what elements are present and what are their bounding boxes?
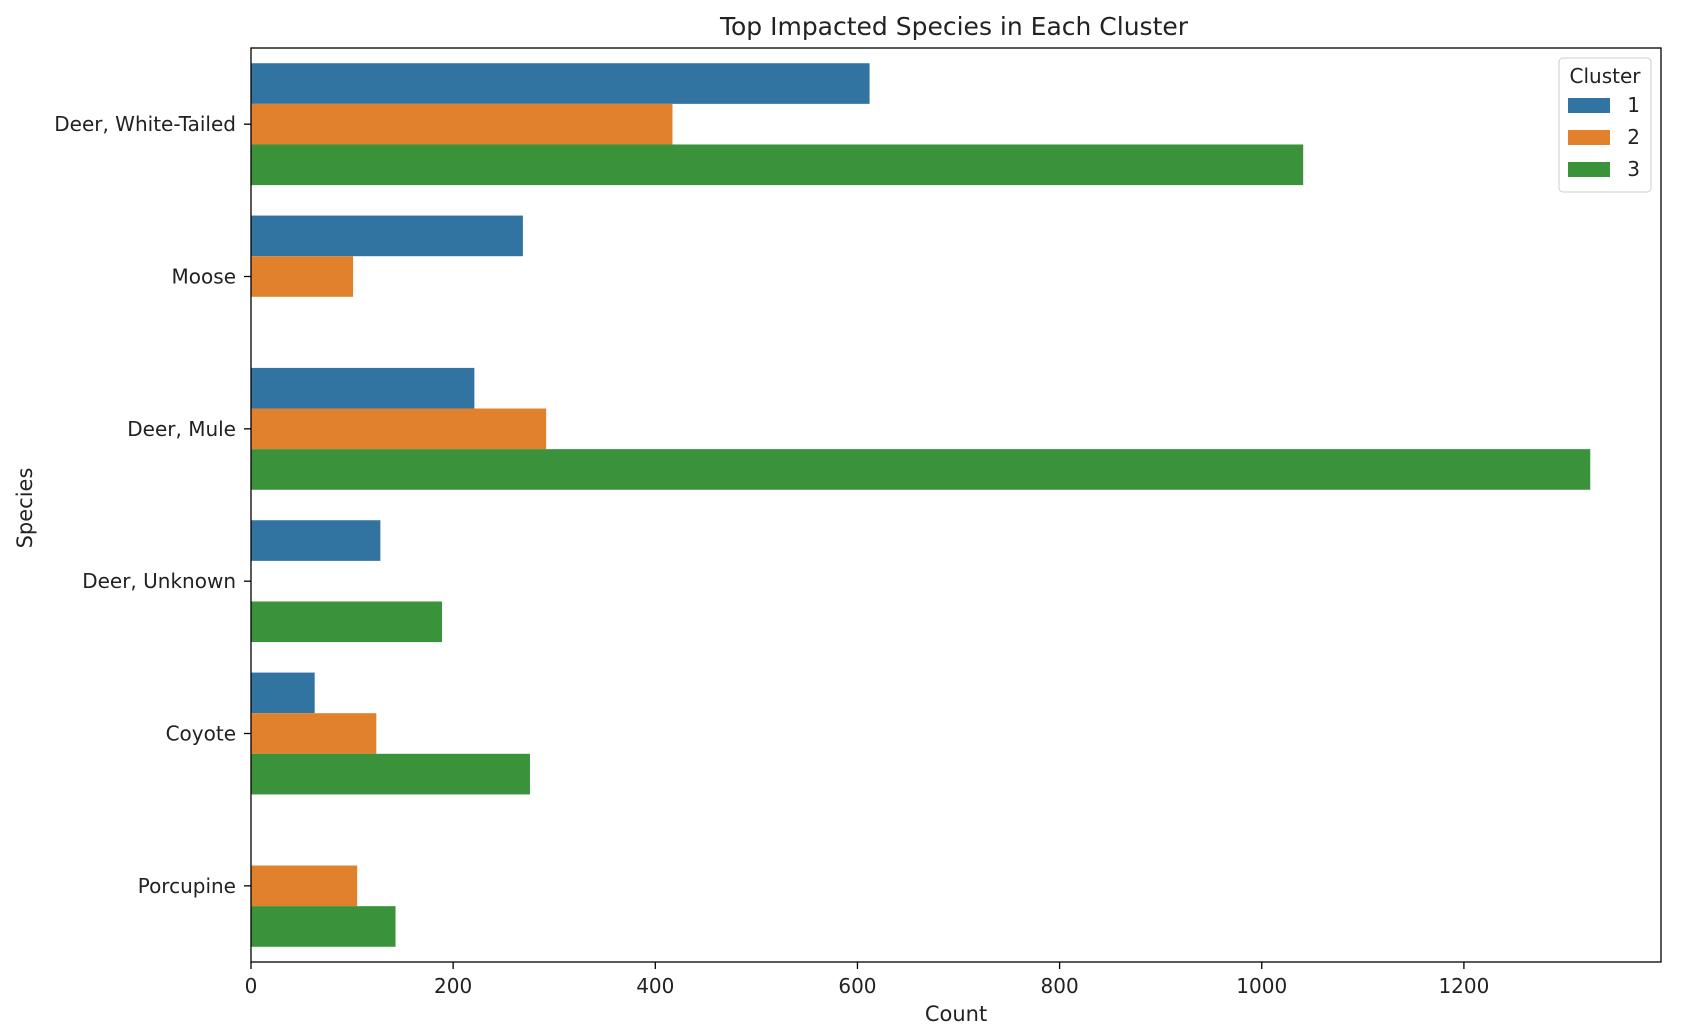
x-tick-label: 0 (245, 974, 258, 998)
bar-cluster-1-deer-white-tailed (251, 63, 870, 104)
bar-cluster-3-coyote (251, 753, 530, 795)
legend-swatch-2 (1568, 130, 1610, 145)
bar-cluster-3-deer-mule (251, 449, 1591, 490)
bar-cluster-2-coyote (251, 713, 377, 754)
y-axis-title: Species (13, 468, 37, 549)
x-tick-label: 600 (838, 974, 876, 998)
y-tick-label: Porcupine (138, 874, 236, 898)
x-tick-label: 200 (434, 974, 472, 998)
bar-cluster-1-coyote (251, 672, 315, 714)
y-tick-label: Deer, Unknown (82, 569, 236, 593)
bar-cluster-3-deer-white-tailed (251, 144, 1304, 186)
y-tick-label: Deer, Mule (127, 417, 236, 441)
bar-cluster-2-moose (251, 256, 354, 297)
chart-title: Top Impacted Species in Each Cluster (719, 12, 1189, 41)
bar-cluster-1-deer-mule (251, 367, 475, 409)
legend: Cluster 1 2 3 (1558, 57, 1652, 193)
y-tick-label: Coyote (166, 722, 236, 746)
y-axis-ticks: Deer, White-Tailed Moose Deer, Mule Deer, U… (54, 112, 251, 898)
bar-cluster-2-deer-white-tailed (251, 103, 673, 145)
x-tick-label: 1000 (1236, 974, 1287, 998)
x-tick-label: 400 (636, 974, 674, 998)
legend-title: Cluster (1570, 64, 1642, 88)
bar-cluster-1-moose (251, 215, 523, 257)
x-axis-title: Count (925, 1002, 987, 1025)
x-axis-ticks: 0 200 400 600 800 1000 1200 (245, 962, 1489, 998)
x-tick-label: 1200 (1438, 974, 1489, 998)
y-tick-label: Deer, White-Tailed (54, 112, 236, 136)
bar-cluster-3-deer-unknown (251, 601, 443, 643)
legend-label-2: 2 (1627, 125, 1640, 149)
legend-label-1: 1 (1627, 93, 1640, 117)
legend-label-3: 3 (1627, 157, 1640, 181)
bar-cluster-3-porcupine (251, 906, 396, 947)
plot-area-frame (250, 47, 1662, 963)
bar-cluster-2-porcupine (251, 865, 358, 907)
x-tick-label: 800 (1041, 974, 1079, 998)
bars (251, 63, 1591, 947)
legend-swatch-3 (1568, 162, 1610, 177)
bar-cluster-1-deer-unknown (251, 520, 381, 561)
legend-swatch-1 (1568, 98, 1610, 113)
bar-cluster-2-deer-mule (251, 408, 547, 450)
legend-frame (1558, 57, 1652, 193)
y-tick-label: Moose (172, 265, 236, 289)
